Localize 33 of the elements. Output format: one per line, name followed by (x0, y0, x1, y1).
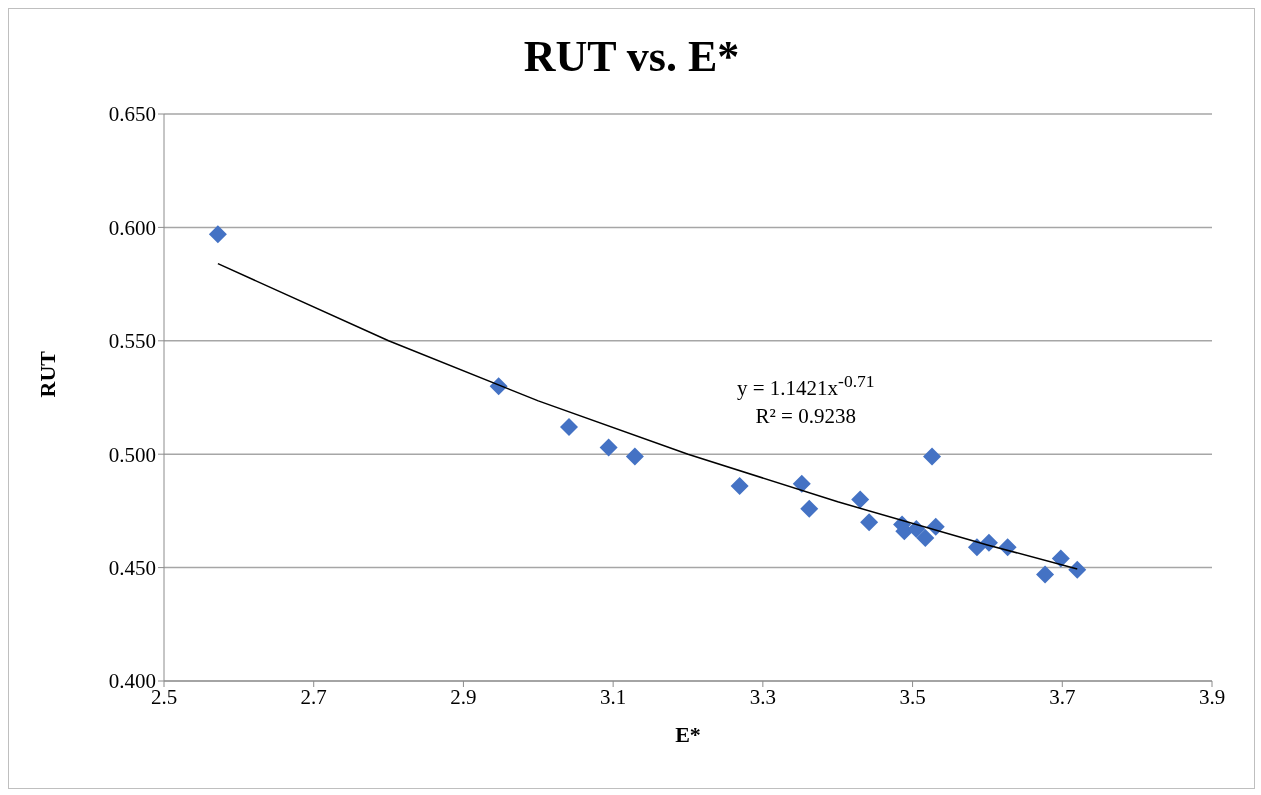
y-tick-label: 0.550 (108, 329, 156, 354)
point (792, 474, 811, 493)
y-tick-label: 0.500 (108, 442, 156, 467)
annotation: y = 1.1421x$^{-0.71}$ (737, 370, 875, 402)
point (1036, 565, 1055, 584)
point (730, 476, 749, 495)
x-tick-label: 3.5 (899, 684, 926, 709)
point (599, 438, 618, 457)
y-tick-label: 0.650 (108, 102, 156, 127)
x-tick-label: 3.7 (1049, 684, 1076, 709)
point (559, 417, 578, 436)
y-tick-label: 0.450 (108, 556, 156, 581)
point (208, 225, 227, 244)
point (916, 529, 935, 548)
annotation: R² = 0.9238 (754, 403, 857, 430)
point (800, 499, 819, 518)
x-tick-label: 2.7 (300, 684, 327, 709)
x-tick-label: 2.9 (450, 684, 477, 709)
point (860, 513, 879, 532)
point (1068, 560, 1087, 579)
point (907, 520, 926, 539)
point (967, 538, 986, 557)
y-tick-label: 0.600 (108, 215, 156, 240)
chart-title: RUT vs. E* (522, 31, 741, 82)
point (625, 447, 644, 466)
y-axis-title: RUT (34, 350, 60, 398)
point (923, 447, 942, 466)
x-tick-label: 3.3 (749, 684, 776, 709)
point (1051, 549, 1070, 568)
x-axis-title: E* (675, 722, 701, 747)
point (851, 490, 870, 509)
x-tick-label: 3.1 (600, 684, 627, 709)
x-tick-label: 3.9 (1198, 684, 1226, 709)
